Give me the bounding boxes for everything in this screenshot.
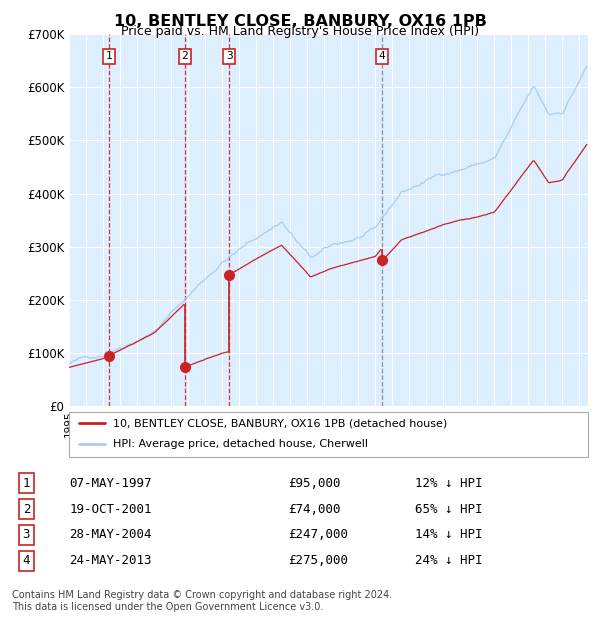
FancyBboxPatch shape xyxy=(69,412,588,457)
Text: 3: 3 xyxy=(226,51,232,61)
Text: 24-MAY-2013: 24-MAY-2013 xyxy=(70,554,152,567)
Text: 2: 2 xyxy=(23,503,30,515)
Text: 07-MAY-1997: 07-MAY-1997 xyxy=(70,477,152,490)
Text: 4: 4 xyxy=(23,554,30,567)
Text: £95,000: £95,000 xyxy=(289,477,341,490)
Text: 2: 2 xyxy=(181,51,188,61)
Text: 28-MAY-2004: 28-MAY-2004 xyxy=(70,528,152,541)
Text: 10, BENTLEY CLOSE, BANBURY, OX16 1PB: 10, BENTLEY CLOSE, BANBURY, OX16 1PB xyxy=(113,14,487,29)
Text: HPI: Average price, detached house, Cherwell: HPI: Average price, detached house, Cher… xyxy=(113,440,368,450)
Text: 3: 3 xyxy=(23,528,30,541)
Text: £247,000: £247,000 xyxy=(289,528,349,541)
Text: 24% ↓ HPI: 24% ↓ HPI xyxy=(415,554,482,567)
Text: Contains HM Land Registry data © Crown copyright and database right 2024.
This d: Contains HM Land Registry data © Crown c… xyxy=(12,590,392,612)
Text: 14% ↓ HPI: 14% ↓ HPI xyxy=(415,528,482,541)
Text: 1: 1 xyxy=(106,51,112,61)
Text: Price paid vs. HM Land Registry's House Price Index (HPI): Price paid vs. HM Land Registry's House … xyxy=(121,25,479,38)
Text: 10, BENTLEY CLOSE, BANBURY, OX16 1PB (detached house): 10, BENTLEY CLOSE, BANBURY, OX16 1PB (de… xyxy=(113,418,448,428)
Text: £74,000: £74,000 xyxy=(289,503,341,515)
Text: 4: 4 xyxy=(379,51,385,61)
Text: 65% ↓ HPI: 65% ↓ HPI xyxy=(415,503,482,515)
Text: 19-OCT-2001: 19-OCT-2001 xyxy=(70,503,152,515)
Text: £275,000: £275,000 xyxy=(289,554,349,567)
Text: 1: 1 xyxy=(23,477,30,490)
Text: 12% ↓ HPI: 12% ↓ HPI xyxy=(415,477,482,490)
